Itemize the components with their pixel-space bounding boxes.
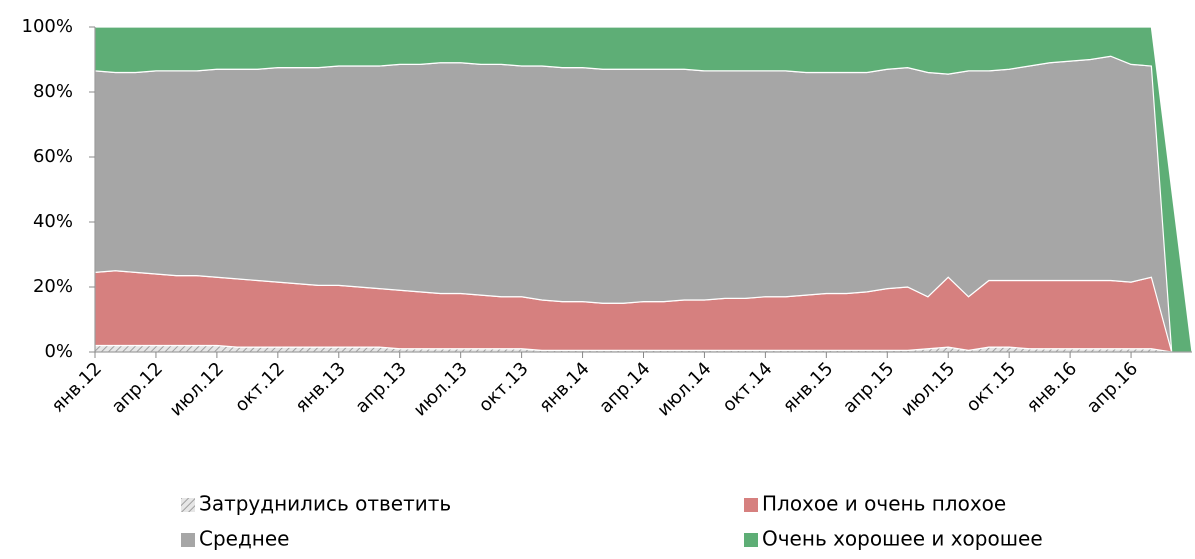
x-tick-label: апр.15: [839, 358, 898, 417]
legend-swatch: [744, 498, 758, 512]
legend-label: Среднее: [199, 527, 289, 551]
x-tick-label: янв.13: [291, 358, 350, 417]
x-tick-label: июл.14: [653, 358, 715, 420]
legend-swatch: [181, 498, 195, 512]
y-tick-label: 100%: [22, 16, 73, 37]
x-tick-label: окт.12: [231, 358, 289, 416]
legend-label: Плохое и очень плохое: [762, 492, 1006, 516]
x-tick-label: июл.12: [166, 358, 228, 420]
y-tick-label: 20%: [33, 276, 73, 297]
x-tick-label: окт.13: [475, 358, 533, 416]
x-tick-label: янв.12: [47, 358, 106, 417]
x-tick-label: июл.15: [897, 358, 959, 420]
y-tick-label: 60%: [33, 146, 73, 167]
y-tick-label: 40%: [33, 211, 73, 232]
legend-swatch: [744, 533, 758, 547]
x-tick-label: янв.15: [779, 358, 838, 417]
y-tick-label: 80%: [33, 81, 73, 102]
x-tick-label: окт.14: [718, 358, 776, 416]
x-tick-label: апр.12: [108, 358, 167, 417]
legend-label: Затруднились ответить: [199, 492, 451, 516]
y-tick-label: 0%: [44, 341, 73, 362]
x-tick-label: янв.14: [535, 358, 594, 417]
x-tick-label: апр.14: [595, 358, 654, 417]
x-tick-label: апр.16: [1083, 358, 1142, 417]
x-tick-label: окт.15: [962, 358, 1020, 416]
x-tick-label: апр.13: [351, 358, 410, 417]
legend-swatch: [181, 533, 195, 547]
x-tick-label: июл.13: [410, 358, 472, 420]
x-tick-label: янв.16: [1023, 358, 1082, 417]
legend-label: Очень хорошее и хорошее: [762, 527, 1043, 551]
